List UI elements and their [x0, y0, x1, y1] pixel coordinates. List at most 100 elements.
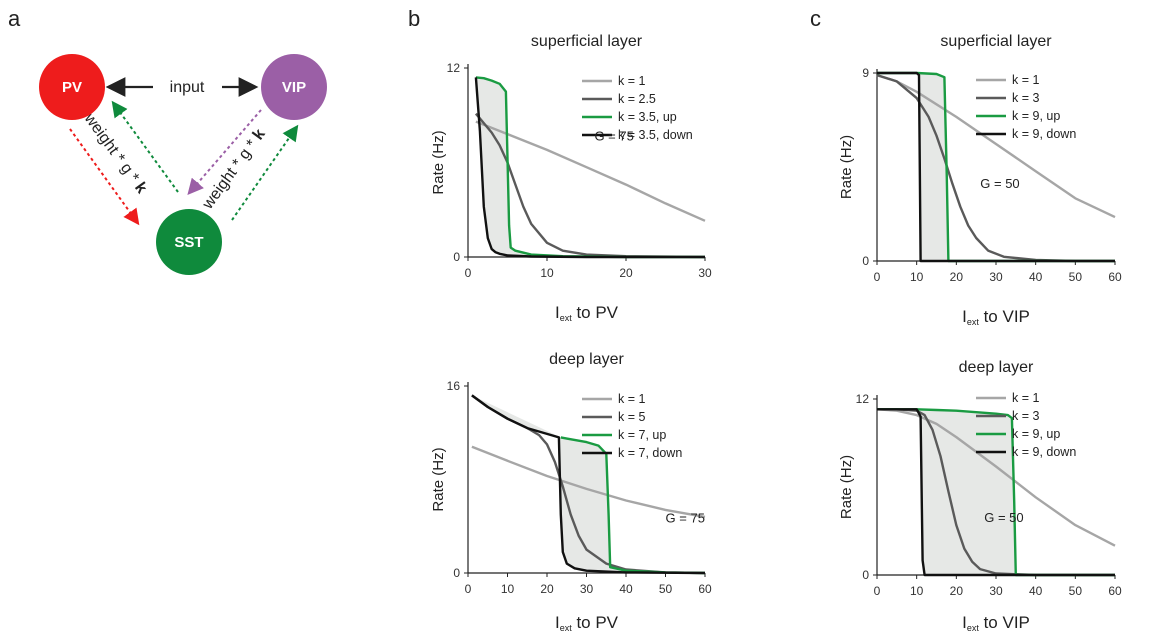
x-tick-label: 20	[950, 584, 964, 598]
legend-label: k = 7, down	[618, 446, 682, 460]
chart-title: deep layer	[549, 351, 624, 368]
legend-label: k = 3	[1012, 409, 1039, 423]
vip-node	[261, 54, 327, 120]
legend-label: k = 2.5	[618, 92, 656, 106]
x-tick-label: 30	[580, 582, 594, 596]
legend-label: k = 1	[1012, 391, 1039, 405]
legend-label: k = 1	[618, 392, 645, 406]
sst-node-label: SST	[174, 234, 203, 251]
legend-label: k = 3.5, up	[618, 110, 677, 124]
x-axis-label: Iext to PV	[555, 613, 619, 633]
x-tick-label: 50	[659, 582, 673, 596]
y-axis-label: Rate (Hz)	[430, 447, 447, 511]
pv-node-label: PV	[62, 79, 82, 96]
x-tick-label: 60	[698, 582, 712, 596]
panel-letter-c: c	[810, 6, 821, 31]
g-annotation: G = 75	[594, 128, 633, 143]
weight-label-left: weight * g * k	[80, 110, 150, 197]
series-line-4	[877, 71, 1115, 263]
legend-label: k = 9, up	[1012, 109, 1060, 123]
x-axis-label: Iext to PV	[555, 303, 619, 323]
x-axis-label: Iext to VIP	[962, 613, 1030, 633]
chart-title: deep layer	[959, 359, 1034, 376]
y-tick-label: 0	[453, 250, 460, 264]
y-tick-label: 9	[862, 66, 869, 80]
y-tick-label: 0	[862, 568, 869, 582]
panel-letter-a: a	[8, 6, 21, 31]
legend-label: k = 9, up	[1012, 427, 1060, 441]
series-line-4	[471, 394, 706, 575]
x-tick-label: 30	[698, 266, 712, 280]
input-label: input	[170, 79, 205, 96]
legend-label: k = 3.5, down	[618, 128, 693, 142]
x-tick-label: 20	[950, 270, 964, 284]
x-tick-label: 20	[540, 582, 554, 596]
chart-title: superficial layer	[531, 33, 643, 50]
legend-label: k = 9, down	[1012, 445, 1076, 459]
series-line-1	[471, 445, 706, 519]
pv-to-sst-arrow	[69, 128, 140, 226]
series-line-2	[876, 73, 1115, 263]
x-axis-label: Iext to VIP	[962, 307, 1030, 327]
y-axis-label: Rate (Hz)	[838, 455, 855, 519]
x-tick-label: 0	[874, 584, 881, 598]
x-tick-label: 50	[1069, 584, 1083, 598]
series-line-2	[474, 112, 706, 259]
hysteresis-region	[877, 73, 1115, 261]
legend-label: k = 9, down	[1012, 127, 1076, 141]
x-tick-label: 30	[989, 270, 1003, 284]
legend-label: k = 1	[1012, 73, 1039, 87]
y-tick-label: 12	[856, 392, 870, 406]
x-tick-label: 0	[874, 270, 881, 284]
series-line-4	[474, 77, 705, 259]
sst-to-pv-arrow	[111, 100, 179, 193]
sst-to-vip-arrow	[231, 124, 299, 221]
g-annotation: G = 75	[666, 511, 705, 526]
x-tick-label: 60	[1108, 270, 1122, 284]
x-tick-label: 50	[1069, 270, 1083, 284]
x-tick-label: 10	[540, 266, 554, 280]
y-tick-label: 0	[862, 254, 869, 268]
y-axis-label: Rate (Hz)	[838, 135, 855, 199]
x-tick-label: 20	[619, 266, 633, 280]
x-tick-label: 0	[465, 582, 472, 596]
sst-node	[156, 209, 222, 275]
vip-node-label: VIP	[282, 79, 306, 96]
chart-c-top: superficial layer 0 10 20 30 40 50 60 0 9 Rate (Hz…	[838, 33, 1122, 327]
hysteresis-region	[877, 409, 1115, 575]
legend-label: k = 3	[1012, 91, 1039, 105]
legend-label: k = 7, up	[618, 428, 666, 442]
x-tick-label: 60	[1108, 584, 1122, 598]
x-tick-label: 30	[989, 584, 1003, 598]
x-tick-label: 0	[465, 266, 472, 280]
x-tick-label: 10	[501, 582, 515, 596]
x-tick-label: 40	[1029, 584, 1043, 598]
g-annotation: G = 50	[980, 176, 1019, 191]
g-annotation: G = 50	[984, 510, 1023, 525]
vip-to-sst-arrow	[187, 109, 262, 196]
series-line-1	[876, 73, 1116, 219]
charts-layer: superficial layer 0 10 20 30 0 12 Rate (Hz) Iext…	[430, 33, 1122, 633]
chart-b-bottom: deep layer 0 10 20 30 40 50 60 0 16 Rate (Hz) Iext …	[430, 351, 712, 633]
y-tick-label: 16	[447, 379, 461, 393]
legend-label: k = 1	[618, 74, 645, 88]
panel-letter-b: b	[408, 6, 420, 31]
hysteresis-region	[471, 395, 705, 573]
x-tick-label: 40	[1029, 270, 1043, 284]
y-tick-label: 12	[447, 61, 461, 75]
y-tick-label: 0	[453, 566, 460, 580]
legend-label: k = 5	[618, 410, 645, 424]
x-tick-label: 10	[910, 270, 924, 284]
chart-c-bottom: deep layer 0 10 20 30 40 50 60 0 12 Rate (Hz) Iext …	[838, 359, 1122, 633]
x-tick-label: 40	[619, 582, 633, 596]
chart-b-top: superficial layer 0 10 20 30 0 12 Rate (Hz) Iext…	[430, 33, 712, 323]
x-tick-label: 10	[910, 584, 924, 598]
chart-title: superficial layer	[940, 33, 1052, 50]
series-line-3	[877, 71, 1115, 263]
y-axis-label: Rate (Hz)	[430, 130, 447, 194]
pv-node	[39, 54, 105, 120]
circuit-diagram: input weight * g * k weight * g * k PV V…	[39, 54, 327, 275]
series-line-1	[876, 408, 1116, 547]
hysteresis-region	[475, 77, 705, 258]
